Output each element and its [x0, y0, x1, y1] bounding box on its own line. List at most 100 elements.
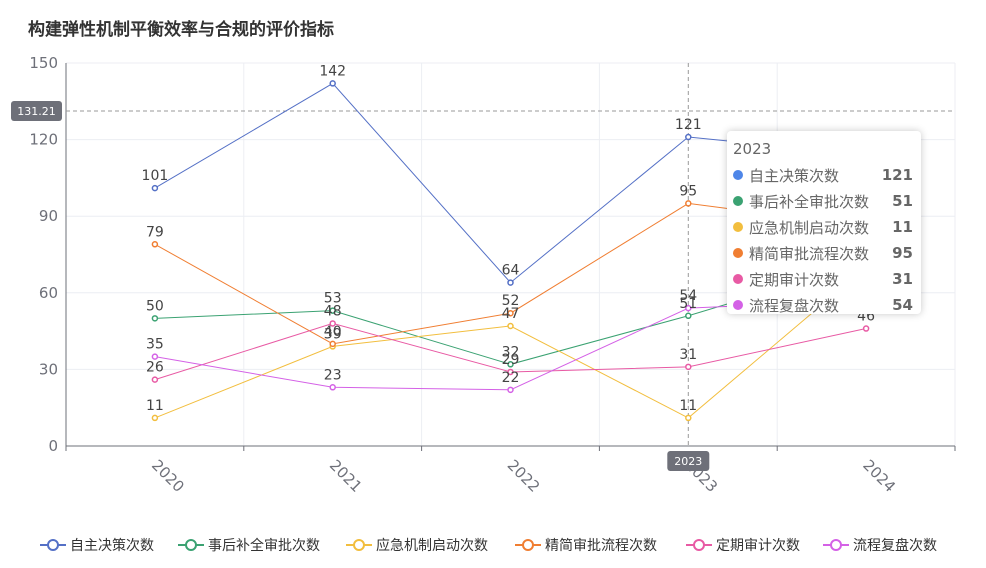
tooltip-row: 事后补全审批次数 51 [733, 188, 913, 214]
x-tick-label: 2024 [859, 456, 899, 496]
data-point [685, 200, 692, 207]
pointer-y-label: 131.21 [17, 105, 56, 118]
data-point [685, 363, 692, 371]
tooltip-series-value: 54 [892, 296, 913, 314]
legend-label: 应急机制启动次数 [376, 537, 488, 554]
legend-marker [47, 539, 59, 551]
tooltip-series-name: 流程复盘次数 [749, 296, 840, 315]
data-label: 50 [146, 298, 164, 314]
legend-marker [830, 539, 842, 551]
y-tick-label: 150 [29, 54, 58, 72]
tooltip-series-value: 51 [892, 192, 913, 210]
data-label: 11 [146, 398, 164, 414]
data-label: 47 [502, 306, 520, 322]
data-point [507, 368, 514, 376]
data-label: 52 [502, 293, 520, 309]
data-point [862, 325, 870, 332]
tooltip-rows: 自主决策次数 121 事后补全审批次数 51 应急机制启动次数 11 精简审批流程次数 95 定… [733, 162, 913, 318]
data-point [329, 384, 336, 391]
tooltip-dot [733, 274, 743, 284]
data-point [685, 133, 692, 141]
y-tick-label: 30 [39, 360, 58, 378]
data-label: 79 [146, 224, 164, 240]
data-point [507, 322, 514, 330]
legend-item: 流程复盘次数 [823, 537, 937, 554]
data-point [151, 184, 159, 192]
legend-marker [522, 539, 534, 551]
data-label: 40 [324, 324, 342, 340]
data-label: 48 [324, 303, 342, 319]
tooltip-series-name: 自主决策次数 [749, 166, 840, 185]
y-tick-label: 0 [48, 437, 58, 455]
data-label: 64 [502, 263, 520, 279]
data-label: 53 [324, 291, 342, 307]
legend-label: 事后补全审批次数 [208, 537, 320, 554]
series-5 [151, 320, 870, 383]
x-tick-label: 2020 [148, 456, 188, 496]
data-label: 31 [679, 347, 697, 363]
data-point [329, 80, 336, 87]
tooltip-dot [733, 248, 743, 258]
legend-label: 定期审计次数 [716, 538, 800, 554]
data-point [685, 414, 692, 422]
legend-item: 自主决策次数 [40, 537, 154, 554]
tooltip-dot [733, 170, 743, 180]
tooltip-dot [733, 300, 743, 310]
y-tick-label: 120 [29, 131, 58, 149]
data-point [329, 307, 336, 314]
data-label: 54 [679, 288, 697, 304]
data-label: 121 [675, 117, 702, 133]
legend-item: 定期审计次数 [686, 538, 800, 554]
tooltip-series-name: 精简审批流程次数 [749, 244, 870, 263]
tooltip-series-value: 95 [892, 244, 913, 262]
pointer-x-label: 2023 [674, 455, 702, 468]
data-label: 26 [146, 360, 164, 376]
tooltip-dot [733, 196, 743, 206]
data-label: 11 [679, 398, 697, 414]
data-point [151, 376, 159, 383]
data-point [507, 279, 514, 286]
tooltip-series-name: 应急机制启动次数 [749, 218, 870, 237]
x-tick-label: 2022 [504, 456, 544, 496]
legend-marker [185, 539, 197, 551]
legend-item: 事后补全审批次数 [178, 537, 320, 554]
data-point [685, 312, 692, 320]
tooltip-series-name: 定期审计次数 [749, 270, 840, 289]
tooltip-series-name: 事后补全审批次数 [749, 192, 870, 211]
data-label: 32 [502, 344, 520, 360]
chart-title: 构建弹性机制平衡效率与合规的评价指标 [28, 19, 334, 40]
tooltip-title: 2023 [733, 140, 772, 158]
data-label: 95 [679, 183, 697, 199]
y-tick-label: 60 [39, 284, 58, 302]
tooltip-row: 自主决策次数 121 [733, 162, 913, 188]
legend: 自主决策次数 事后补全审批次数 应急机制启动次数 精简审批流程次数 定期审计次数 流程复盘… [40, 537, 937, 554]
legend-label: 精简审批流程次数 [545, 537, 657, 554]
data-label: 29 [502, 352, 520, 368]
data-point [151, 315, 159, 322]
data-label: 142 [319, 63, 346, 79]
data-point [507, 386, 514, 394]
legend-marker [353, 539, 365, 551]
pointer-x-badge [667, 451, 710, 471]
data-point [329, 320, 336, 327]
series-group [151, 80, 870, 422]
tooltip-row: 流程复盘次数 54 [733, 292, 913, 318]
legend-item: 精简审批流程次数 [515, 537, 657, 554]
data-point [507, 309, 514, 317]
data-label: 23 [324, 367, 342, 383]
data-label: 22 [502, 370, 520, 386]
data-point [151, 414, 159, 422]
tooltip-row: 应急机制启动次数 11 [733, 214, 913, 240]
data-point [685, 304, 692, 312]
data-point [151, 353, 159, 360]
data-point [151, 241, 159, 248]
data-label: 51 [679, 296, 697, 312]
pointer-y-badge [11, 100, 62, 121]
tooltip-dot [733, 222, 743, 232]
data-label: 101 [142, 168, 169, 184]
x-tick-label: 2021 [326, 456, 366, 496]
legend-marker [693, 539, 705, 551]
legend-label: 自主决策次数 [70, 537, 154, 554]
tooltip-series-value: 11 [892, 218, 913, 236]
legend-label: 流程复盘次数 [853, 537, 937, 554]
